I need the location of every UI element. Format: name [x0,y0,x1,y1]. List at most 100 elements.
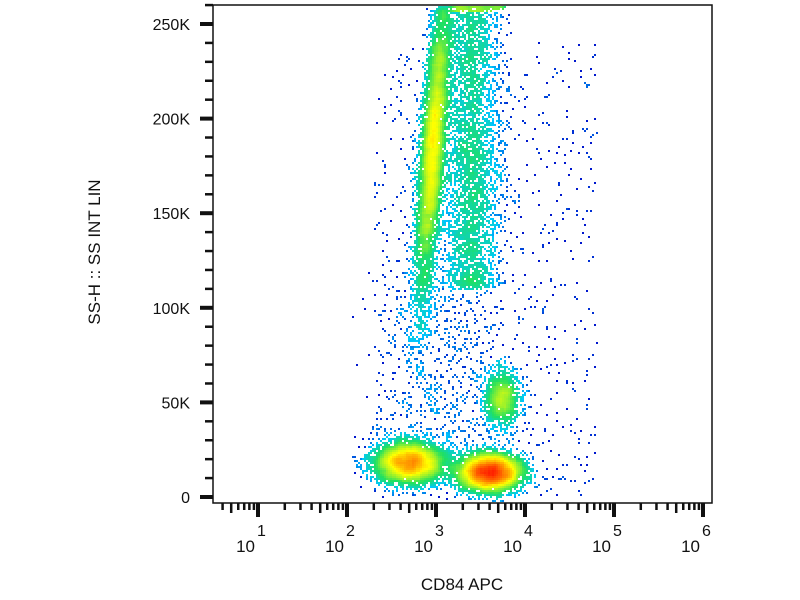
event-point [396,470,398,472]
event-point [432,160,434,162]
event-point [420,92,422,94]
event-point [476,84,478,86]
event-point [428,202,430,204]
event-point [486,198,488,200]
event-point [420,478,422,480]
event-point [436,110,438,112]
event-point [476,106,478,108]
event-point [434,14,436,16]
event-point [478,12,480,14]
event-point [424,446,426,448]
event-point [424,34,426,36]
event-point [478,100,480,102]
event-point [380,456,382,458]
event-point [458,42,460,44]
event-point [464,92,466,94]
event-point [414,296,416,298]
event-point [424,74,426,76]
event-point [456,206,458,208]
event-point [482,32,484,34]
event-point [438,466,440,468]
event-point [432,448,434,450]
event-point [424,480,426,482]
event-point [428,170,430,172]
event-point [486,28,488,30]
event-point [426,218,428,220]
event-point [370,470,372,472]
event-point [460,48,462,50]
event-point [362,472,364,474]
event-point [426,482,428,484]
event-point [486,6,488,8]
event-point [376,456,378,458]
event-point [454,12,456,14]
event-point [406,458,408,460]
event-point [448,286,450,288]
event-point [468,72,470,74]
event-point [418,116,420,118]
event-point [432,204,434,206]
event-point [428,212,430,214]
event-point [440,22,442,24]
event-point [462,186,464,188]
event-point [462,16,464,18]
event-point [490,162,492,164]
event-point [440,466,442,468]
event-point [452,194,454,196]
event-point [446,440,448,442]
event-point [478,280,480,282]
event-point [378,456,380,458]
event-point [464,118,466,120]
event-point [426,162,428,164]
event-point [470,58,472,60]
event-point [456,36,458,38]
event-point [490,44,492,46]
event-point [484,164,486,166]
event-point [484,118,486,120]
event-point [472,70,474,72]
event-point [450,94,452,96]
event-point [422,160,424,162]
event-point [418,454,420,456]
event-point [454,46,456,48]
event-point [460,102,462,104]
event-point [452,60,454,62]
event-point [458,232,460,234]
event-point [444,32,446,34]
event-point [372,470,374,472]
event-point [448,14,450,16]
event-point [448,466,450,468]
event-point [432,228,434,230]
event-point [466,140,468,142]
event-point [500,102,502,104]
event-point [454,282,456,284]
event-point [430,182,432,184]
event-point [386,442,388,444]
event-point [510,32,512,34]
event-point [440,112,442,114]
event-point [458,32,460,34]
event-point [486,140,488,142]
event-point [424,192,426,194]
event-point [436,212,438,214]
event-point [474,70,476,72]
event-point [418,474,420,476]
event-point [482,282,484,284]
event-point [468,128,470,130]
event-point [450,172,452,174]
event-point [476,172,478,174]
event-point [482,22,484,24]
event-point [460,282,462,284]
event-point [438,220,440,222]
event-point [412,448,414,450]
event-point [486,158,488,160]
event-point [426,272,428,274]
event-point [462,142,464,144]
event-point [402,446,404,448]
event-point [424,374,426,376]
event-point [426,154,428,156]
event-point [466,32,468,34]
event-point [432,120,434,122]
event-point [472,240,474,242]
event-point [468,58,470,60]
